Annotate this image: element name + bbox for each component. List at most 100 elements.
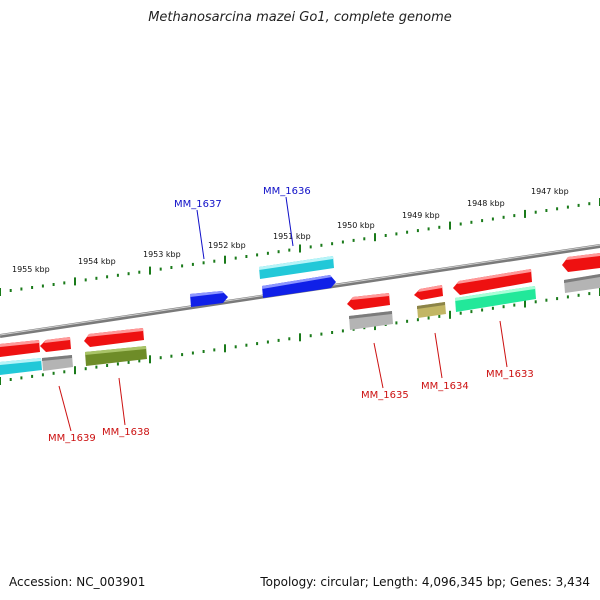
scale-minor-tick: [159, 356, 162, 360]
gene-feature-mm1634[interactable]: [414, 285, 446, 318]
scale-minor-tick: [277, 338, 280, 342]
scale-minor-tick: [481, 308, 484, 312]
kbp-label: 1954 kbp: [78, 257, 116, 266]
lower-scale-track: [0, 288, 600, 385]
scale-minor-tick: [491, 217, 494, 221]
gene-label-mm1636[interactable]: MM_1636: [263, 186, 311, 197]
scale-minor-tick: [545, 209, 548, 212]
map-title: Methanosarcina mazei Go1, complete genom…: [148, 10, 452, 25]
scale-minor-tick: [556, 207, 559, 211]
scale-major-tick: [0, 377, 1, 385]
scale-major-tick: [299, 333, 301, 342]
scale-minor-tick: [9, 378, 12, 381]
scale-minor-tick: [395, 321, 398, 325]
scale-minor-tick: [245, 343, 248, 347]
gene-feature-mm1637[interactable]: [190, 291, 228, 307]
callout-line: [285, 196, 294, 247]
scale-minor-tick: [245, 255, 248, 258]
scale-minor-tick: [52, 371, 55, 375]
scale-minor-tick: [320, 332, 323, 336]
gene-label-mm1635[interactable]: MM_1635: [361, 390, 409, 401]
scale-minor-tick: [566, 205, 569, 209]
scale-minor-tick: [406, 319, 409, 323]
scale-minor-tick: [481, 219, 484, 223]
scale-minor-tick: [63, 370, 66, 374]
scale-minor-tick: [406, 230, 409, 234]
scale-minor-tick: [266, 251, 269, 255]
scale-minor-tick: [459, 222, 462, 226]
scale-minor-tick: [181, 264, 184, 268]
kbp-label: 1955 kbp: [12, 265, 50, 274]
scale-minor-tick: [41, 284, 44, 288]
scale-minor-tick: [63, 281, 66, 285]
gene-feature-mm1633[interactable]: [453, 269, 536, 312]
genome-stats-label: Topology: circular; Length: 4,096,345 bp…: [260, 575, 590, 589]
scale-minor-tick: [288, 337, 291, 341]
scale-minor-tick: [52, 283, 55, 286]
gene-feature-right-edge[interactable]: [562, 253, 600, 293]
scale-minor-tick: [470, 310, 473, 314]
scale-minor-tick: [288, 248, 291, 252]
scale-minor-tick: [234, 345, 237, 349]
gene-feature-mm1636-bottom[interactable]: [262, 275, 336, 298]
gene-label-mm1637[interactable]: MM_1637: [174, 199, 222, 210]
scale-minor-tick: [566, 295, 569, 299]
scale-major-tick: [224, 344, 226, 353]
kbp-label: 1950 kbp: [337, 221, 375, 230]
scale-minor-tick: [138, 359, 141, 363]
scale-minor-tick: [116, 362, 119, 366]
scale-major-tick: [449, 310, 451, 319]
scale-minor-tick: [277, 250, 280, 254]
scale-minor-tick: [256, 342, 259, 346]
scale-minor-tick: [331, 331, 334, 334]
scale-minor-tick: [256, 253, 259, 257]
scale-minor-tick: [95, 365, 98, 369]
gene-feature-mm1636-top[interactable]: [259, 256, 334, 279]
scale-minor-tick: [491, 306, 494, 310]
kbp-label: 1949 kbp: [402, 211, 440, 220]
kbp-label: 1953 kbp: [143, 250, 181, 259]
scale-major-tick: [449, 221, 451, 230]
kbp-label: 1947 kbp: [531, 187, 569, 196]
gene-label-mm1633[interactable]: MM_1633: [486, 369, 534, 380]
scale-minor-tick: [320, 243, 323, 247]
scale-minor-tick: [20, 287, 23, 291]
scale-minor-tick: [9, 289, 12, 292]
gene-label-mm1638[interactable]: MM_1638: [102, 427, 150, 438]
scale-major-tick: [74, 366, 76, 375]
scale-minor-tick: [106, 364, 109, 367]
scale-major-tick: [74, 277, 76, 286]
callout-line: [434, 332, 443, 379]
scale-minor-tick: [202, 261, 205, 265]
scale-minor-tick: [513, 303, 516, 307]
scale-minor-tick: [181, 353, 184, 357]
scale-major-tick: [524, 299, 526, 308]
gene-label-mm1634[interactable]: MM_1634: [421, 381, 469, 392]
scale-minor-tick: [41, 373, 44, 377]
scale-major-tick: [149, 266, 151, 275]
scale-minor-tick: [384, 234, 387, 237]
scale-minor-tick: [20, 376, 23, 380]
scale-minor-tick: [234, 256, 237, 260]
scale-minor-tick: [502, 215, 505, 219]
callout-line: [499, 320, 508, 368]
kbp-label: 1948 kbp: [467, 199, 505, 208]
scale-minor-tick: [116, 273, 119, 277]
scale-major-tick: [149, 355, 151, 364]
scale-minor-tick: [534, 210, 537, 214]
scale-major-tick: [299, 244, 301, 253]
kbp-label: 1952 kbp: [208, 241, 246, 250]
gene-feature-mm1638[interactable]: [84, 328, 147, 366]
callout-line: [196, 209, 205, 260]
scale-minor-tick: [191, 351, 194, 355]
accession-label: Accession: NC_003901: [9, 575, 146, 589]
gene-feature-mm1635[interactable]: [347, 293, 393, 330]
scale-minor-tick: [513, 214, 516, 218]
gene-feature-left-cluster[interactable]: [0, 337, 73, 375]
scale-minor-tick: [191, 262, 194, 266]
scale-major-tick: [374, 233, 376, 242]
scale-minor-tick: [84, 278, 87, 282]
scale-minor-tick: [577, 203, 580, 207]
gene-label-mm1639[interactable]: MM_1639: [48, 433, 96, 444]
